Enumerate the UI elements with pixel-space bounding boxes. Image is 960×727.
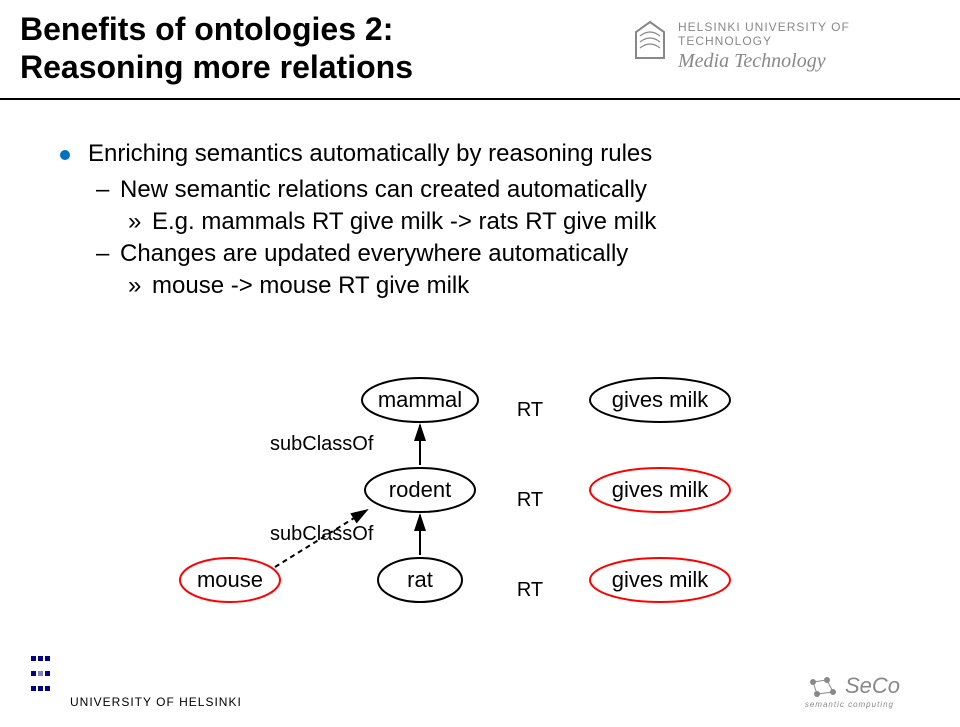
title-divider xyxy=(0,98,960,100)
rt-label: RT xyxy=(517,489,543,511)
diagram-svg: mammal rodent rat mouse gives milk gives milk… xyxy=(120,370,840,630)
bullet-l3-b: mouse -> mouse RT give milk xyxy=(60,272,910,300)
bullet-l2-b: Changes are updated everywhere automatic… xyxy=(60,240,910,268)
uh-name: UNIVERSITY OF HELSINKI xyxy=(70,695,242,709)
node-label-rat: rat xyxy=(407,567,433,592)
node-label-mouse: mouse xyxy=(197,567,263,592)
footer: UNIVERSITY OF HELSINKI SeCo semantic com… xyxy=(0,657,960,717)
seco-logo: SeCo semantic computing xyxy=(805,673,900,709)
department-name: Media Technology xyxy=(630,50,930,73)
node-label-rodent: rodent xyxy=(389,477,451,502)
slide-title: Benefits of ontologies 2: Reasoning more… xyxy=(20,10,620,87)
node-label-gm2: gives milk xyxy=(612,477,710,502)
node-label-gm1: gives milk xyxy=(612,387,710,412)
rt-label: RT xyxy=(517,579,543,601)
subclassof-label: subClassOf xyxy=(270,433,374,455)
node-label-gm3: gives milk xyxy=(612,567,710,592)
bullet-list: Enriching semantics automatically by rea… xyxy=(60,140,910,304)
node-label-mammal: mammal xyxy=(378,387,462,412)
bullet-l1: Enriching semantics automatically by rea… xyxy=(60,140,910,168)
ontology-diagram: mammal rodent rat mouse gives milk gives milk… xyxy=(120,370,840,650)
rt-label: RT xyxy=(517,399,543,421)
seco-text: SeCo xyxy=(845,673,900,698)
institution-logo-icon xyxy=(630,20,670,66)
seco-subtitle: semantic computing xyxy=(805,700,900,709)
title-line-1: Benefits of ontologies 2: xyxy=(20,10,620,48)
institution-name: HELSINKI UNIVERSITY OF TECHNOLOGY xyxy=(630,20,930,48)
bullet-l2-a: New semantic relations can created autom… xyxy=(60,176,910,204)
bullet-l3-a: E.g. mammals RT give milk -> rats RT giv… xyxy=(60,208,910,236)
uh-dots-icon xyxy=(30,649,51,697)
title-line-2: Reasoning more relations xyxy=(20,48,620,86)
institution-block: HELSINKI UNIVERSITY OF TECHNOLOGY Media … xyxy=(630,20,930,73)
subclassof-label: subClassOf xyxy=(270,523,374,545)
seco-icon xyxy=(805,674,839,700)
